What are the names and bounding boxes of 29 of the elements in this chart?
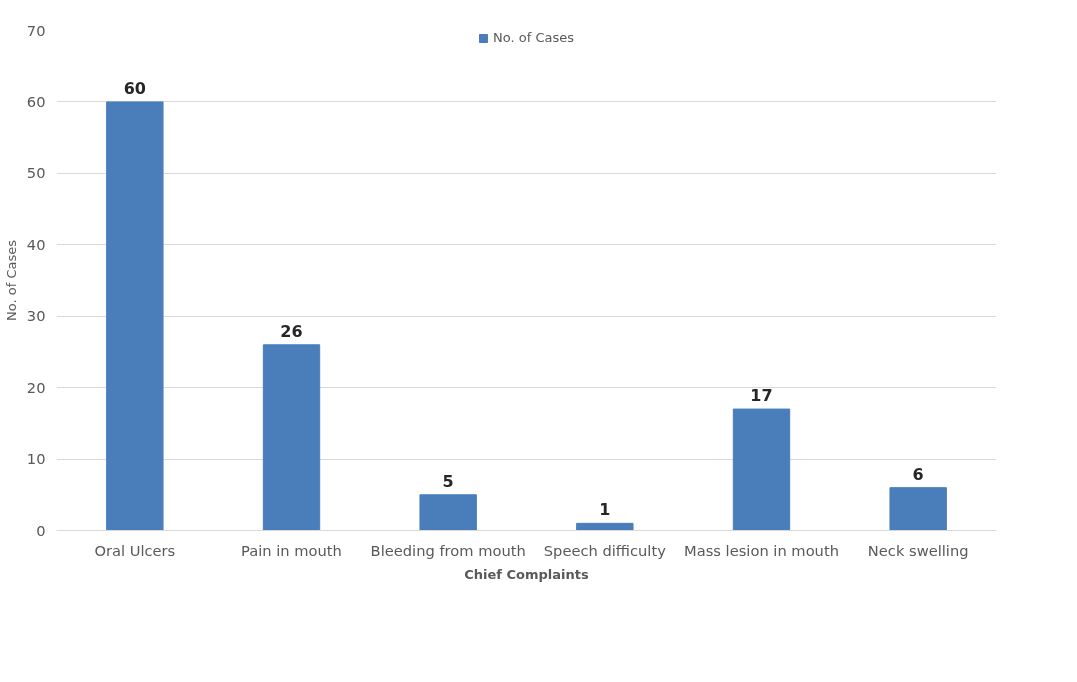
bar	[262, 344, 321, 531]
bar	[889, 487, 947, 531]
y-tick-label: 20	[26, 378, 46, 396]
legend-label: No. of Cases	[493, 30, 574, 45]
x-tick-label: Mass lesion in mouth	[684, 541, 839, 559]
y-tick-label: 0	[36, 521, 46, 539]
data-label: 1	[599, 500, 611, 520]
x-axis-title: Chief Complaints	[464, 566, 589, 582]
data-label: 17	[750, 386, 773, 406]
y-tick-label: 50	[26, 164, 46, 182]
x-tick-label: Oral Ulcers	[94, 541, 176, 559]
y-tick-label: 30	[26, 307, 46, 325]
y-tick-label: 10	[26, 450, 46, 468]
data-label: 6	[912, 464, 924, 484]
y-tick-label: 70	[26, 21, 46, 39]
bar	[106, 101, 164, 531]
data-label: 60	[123, 78, 146, 98]
x-tick-label: Speech difficulty	[543, 541, 667, 559]
x-tick-label: Neck swelling	[867, 541, 969, 559]
bar	[576, 522, 634, 531]
data-label: 5	[442, 471, 454, 491]
data-label: 26	[280, 321, 303, 341]
x-tick-label: Bleeding from mouth	[370, 541, 526, 559]
y-tick-label: 60	[26, 92, 46, 110]
bar	[419, 494, 477, 531]
y-axis-title: No. of Cases	[3, 239, 19, 321]
y-tick-label: 40	[26, 235, 46, 253]
x-tick-label: Pain in mouth	[241, 541, 342, 559]
bar	[732, 408, 791, 531]
